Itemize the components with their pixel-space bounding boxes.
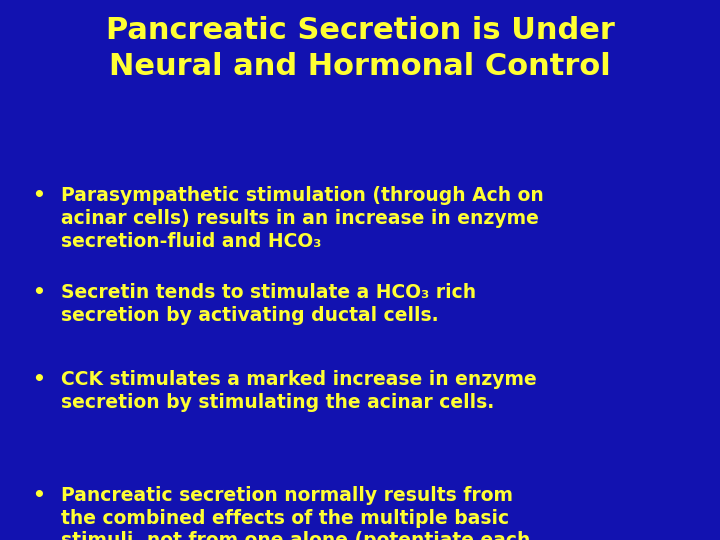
Text: Pancreatic secretion normally results from
the combined effects of the multiple : Pancreatic secretion normally results fr…	[61, 486, 531, 540]
Text: Pancreatic Secretion is Under
Neural and Hormonal Control: Pancreatic Secretion is Under Neural and…	[106, 16, 614, 81]
Text: CCK stimulates a marked increase in enzyme
secretion by stimulating the acinar c: CCK stimulates a marked increase in enzy…	[61, 370, 537, 411]
Text: •: •	[32, 186, 45, 205]
Text: Secretin tends to stimulate a HCO₃ rich
secretion by activating ductal cells.: Secretin tends to stimulate a HCO₃ rich …	[61, 284, 477, 325]
Text: Parasympathetic stimulation (through Ach on
acinar cells) results in an increase: Parasympathetic stimulation (through Ach…	[61, 186, 544, 251]
Text: •: •	[32, 370, 45, 389]
Text: •: •	[32, 284, 45, 302]
Text: •: •	[32, 486, 45, 505]
